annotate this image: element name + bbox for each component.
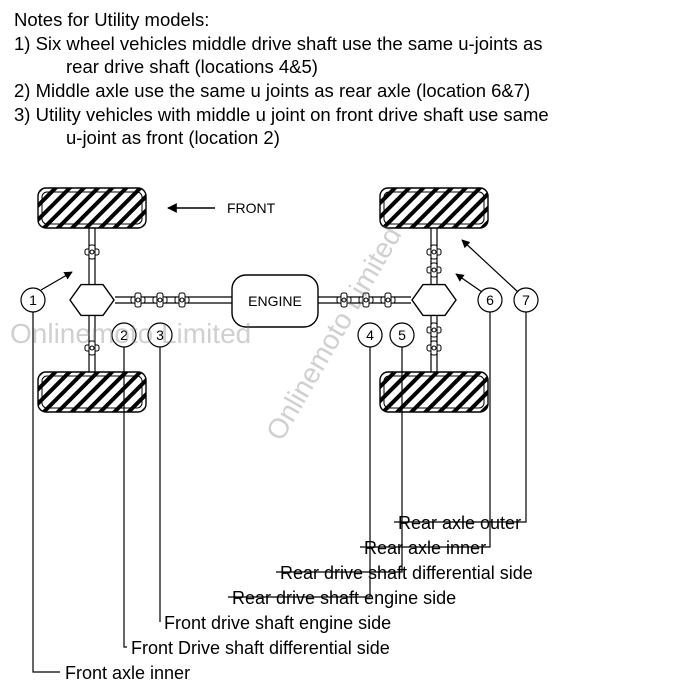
svg-text:5: 5 [398,327,406,343]
svg-text:3: 3 [156,327,164,343]
svg-text:7: 7 [522,292,530,308]
svg-text:ENGINE: ENGINE [248,293,302,309]
svg-text:FRONT: FRONT [227,200,276,216]
svg-text:Rear axle outer: Rear axle outer [398,513,521,533]
svg-text:Rear axle inner: Rear axle inner [364,538,486,558]
notes-block: Notes for Utility models: 1) Six wheel v… [14,8,686,150]
svg-text:1: 1 [29,292,37,308]
note-2: 2) Middle axle use the same u joints as … [14,79,686,103]
svg-text:Front Drive shaft differential: Front Drive shaft differential side [131,638,390,658]
note-3: 3) Utility vehicles with middle u joint … [14,103,686,127]
drivetrain-diagram: ENGINE FRONT 1 2 3 4 5 6 7 Front axle inner Front … [0,170,700,700]
svg-text:Rear drive shaft engine side: Rear drive shaft engine side [232,588,456,608]
svg-text:Front axle inner: Front axle inner [65,663,190,683]
note-3-cont: u-joint as front (location 2) [14,126,686,150]
svg-text:Rear drive shaft differential: Rear drive shaft differential side [280,563,533,583]
svg-text:6: 6 [486,292,494,308]
note-1: 1) Six wheel vehicles middle drive shaft… [14,32,686,56]
svg-text:2: 2 [120,327,128,343]
notes-title: Notes for Utility models: [14,8,686,32]
svg-text:4: 4 [366,327,374,343]
note-1-cont: rear drive shaft (locations 4&5) [14,55,686,79]
svg-text:Front drive shaft engine side: Front drive shaft engine side [164,613,391,633]
